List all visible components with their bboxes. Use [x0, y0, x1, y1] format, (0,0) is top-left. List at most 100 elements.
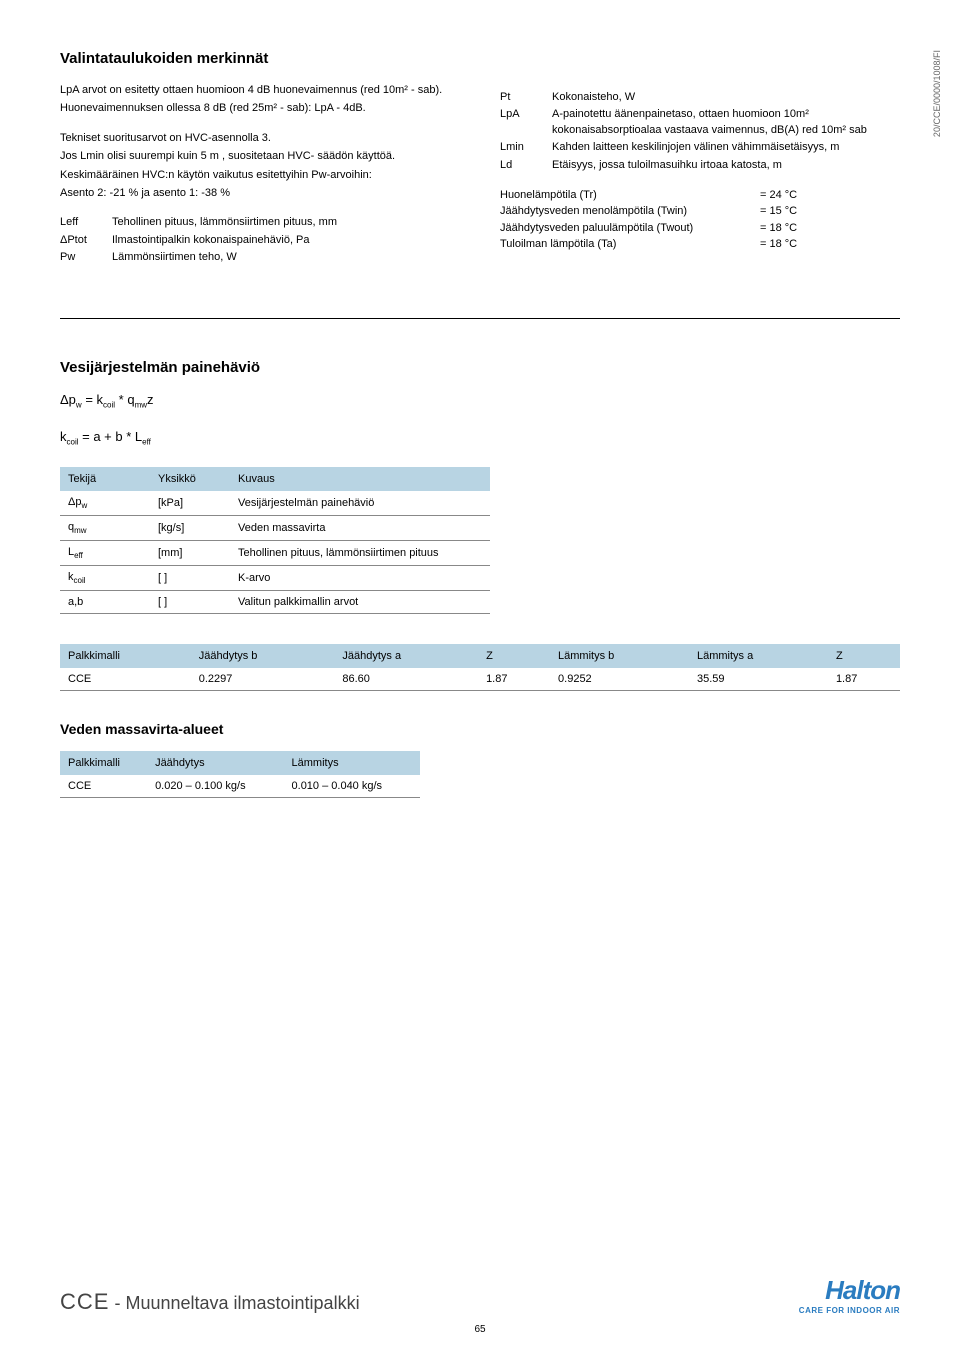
def-key: LpA	[500, 107, 552, 138]
td: K-arvo	[230, 566, 490, 591]
def-val: Etäisyys, jossa tuloilmasuihku irtoaa ka…	[552, 158, 900, 173]
td: 0.010 – 0.040 kg/s	[284, 775, 420, 798]
conditions-list: Huonelämpötila (Tr) = 24 °C Jäähdytysved…	[500, 187, 900, 253]
td: a,b	[60, 591, 150, 614]
top-columns: Valintataulukoiden merkinnät LpA arvot o…	[60, 50, 900, 268]
cond-row: Huonelämpötila (Tr) = 24 °C	[500, 187, 900, 204]
td: qmw	[60, 515, 150, 540]
para-3: Tekniset suoritusarvot on HVC-asennolla …	[60, 131, 460, 146]
def-val: Kahden laitteen keskilinjojen välinen vä…	[552, 140, 900, 155]
para-4: Jos Lmin olisi suurempi kuin 5 m , suosi…	[60, 149, 460, 164]
footer-desc: - Muunneltava ilmastointipalkki	[109, 1293, 359, 1313]
th: Lämmitys a	[689, 644, 828, 668]
page-number: 65	[0, 1324, 960, 1335]
td: 0.9252	[550, 668, 689, 691]
def-val: Kokonaisteho, W	[552, 90, 900, 105]
def-val: Lämmönsiirtimen teho, W	[112, 250, 460, 265]
section3-title: Veden massavirta-alueet	[60, 721, 900, 737]
td: 1.87	[478, 668, 550, 691]
model-coefficients-table: PalkkimalliJäähdytys bJäähdytys aZLämmit…	[60, 644, 900, 691]
cond-value: = 24 °C	[760, 187, 797, 204]
para-6: Asento 2: -21 % ja asento 1: -38 %	[60, 186, 460, 201]
logo-tagline: CARE FOR INDOOR AIR	[799, 1306, 900, 1315]
formula-sub: eff	[142, 438, 151, 447]
formula-text: = k	[82, 392, 103, 407]
para-5: Keskimääräinen HVC:n käytön vaikutus esi…	[60, 168, 460, 183]
td: kcoil	[60, 566, 150, 591]
footer-code: CCE	[60, 1289, 109, 1314]
th: Lämmitys	[284, 751, 420, 775]
td: Valitun palkkimallin arvot	[230, 591, 490, 614]
cond-value: = 15 °C	[760, 203, 797, 220]
formula-1: Δpw = kcoil * qmwz	[60, 392, 900, 410]
td: Tehollinen pituus, lämmönsiirtimen pituu…	[230, 541, 490, 566]
def-row: Lmin Kahden laitteen keskilinjojen välin…	[500, 140, 900, 155]
def-val: A-painotettu äänenpainetaso, ottaen huom…	[552, 107, 900, 138]
td: [ ]	[150, 566, 230, 591]
section2-title: Vesijärjestelmän painehäviö	[60, 359, 900, 376]
table-row: CCE0.229786.601.870.925235.591.87	[60, 668, 900, 691]
th: Z	[478, 644, 550, 668]
formula-text: * q	[115, 392, 135, 407]
formula-sub: coil	[67, 438, 79, 447]
def-key: Lmin	[500, 140, 552, 155]
table-row: CCE0.020 – 0.100 kg/s0.010 – 0.040 kg/s	[60, 775, 420, 798]
cond-value: = 18 °C	[760, 220, 797, 237]
def-key: ΔPtot	[60, 233, 112, 248]
def-val: Ilmastointipalkin kokonaispainehäviö, Pa	[112, 233, 460, 248]
table-row: kcoil[ ]K-arvo	[60, 566, 490, 591]
cond-row: Jäähdytysveden menolämpötila (Twin) = 15…	[500, 203, 900, 220]
td: [mm]	[150, 541, 230, 566]
formula-2: kcoil = a + b * Leff	[60, 429, 900, 447]
td: CCE	[60, 775, 147, 798]
right-definitions: Pt Kokonaisteho, W LpA A-painotettu ääne…	[500, 90, 900, 173]
logo-name: Halton	[799, 1275, 900, 1306]
cond-label: Jäähdytysveden paluulämpötila (Twout)	[500, 220, 760, 237]
td: Veden massavirta	[230, 515, 490, 540]
def-key: Ld	[500, 158, 552, 173]
th: Palkkimalli	[60, 644, 191, 668]
def-val: Tehollinen pituus, lämmönsiirtimen pituu…	[112, 215, 460, 230]
right-column: Pt Kokonaisteho, W LpA A-painotettu ääne…	[500, 50, 900, 268]
td: Δpw	[60, 491, 150, 516]
footer-left: CCE - Muunneltava ilmastointipalkki	[60, 1289, 360, 1315]
formula-sub: coil	[103, 400, 115, 409]
formula-text: = a + b * L	[79, 429, 143, 444]
para-2: Huonevaimennuksen ollessa 8 dB (red 25m²…	[60, 101, 460, 116]
page-footer: CCE - Muunneltava ilmastointipalkki Halt…	[60, 1275, 900, 1315]
cond-label: Jäähdytysveden menolämpötila (Twin)	[500, 203, 760, 220]
formula-sub: mw	[135, 400, 147, 409]
th: Kuvaus	[230, 467, 490, 491]
table-row: Δpw[kPa]Vesijärjestelmän painehäviö	[60, 491, 490, 516]
td: [kPa]	[150, 491, 230, 516]
document-code-label: 20/CCE/0000/1008/FI	[932, 50, 942, 137]
th: Palkkimalli	[60, 751, 147, 775]
td: Vesijärjestelmän painehäviö	[230, 491, 490, 516]
left-definitions: Leff Tehollinen pituus, lämmönsiirtimen …	[60, 215, 460, 265]
section1-title: Valintataulukoiden merkinnät	[60, 50, 460, 67]
def-row: ΔPtot Ilmastointipalkin kokonaispainehäv…	[60, 233, 460, 248]
def-row: Leff Tehollinen pituus, lämmönsiirtimen …	[60, 215, 460, 230]
td: 0.2297	[191, 668, 335, 691]
formula-text: Δp	[60, 392, 76, 407]
td: 35.59	[689, 668, 828, 691]
th: Yksikkö	[150, 467, 230, 491]
def-key: Pt	[500, 90, 552, 105]
table-row: qmw[kg/s]Veden massavirta	[60, 515, 490, 540]
th: Z	[828, 644, 900, 668]
td: Leff	[60, 541, 150, 566]
def-key: Pw	[60, 250, 112, 265]
formula-text: z	[147, 392, 154, 407]
factors-table: Tekijä Yksikkö Kuvaus Δpw[kPa]Vesijärjes…	[60, 467, 490, 615]
td: 1.87	[828, 668, 900, 691]
left-column: Valintataulukoiden merkinnät LpA arvot o…	[60, 50, 460, 268]
td: 0.020 – 0.100 kg/s	[147, 775, 283, 798]
cond-label: Tuloilman lämpötila (Ta)	[500, 236, 760, 253]
def-row: LpA A-painotettu äänenpainetaso, ottaen …	[500, 107, 900, 138]
cond-label: Huonelämpötila (Tr)	[500, 187, 760, 204]
table-row: Leff[mm]Tehollinen pituus, lämmönsiirtim…	[60, 541, 490, 566]
halton-logo: Halton CARE FOR INDOOR AIR	[799, 1275, 900, 1315]
th: Jäähdytys a	[334, 644, 478, 668]
th: Tekijä	[60, 467, 150, 491]
cond-value: = 18 °C	[760, 236, 797, 253]
